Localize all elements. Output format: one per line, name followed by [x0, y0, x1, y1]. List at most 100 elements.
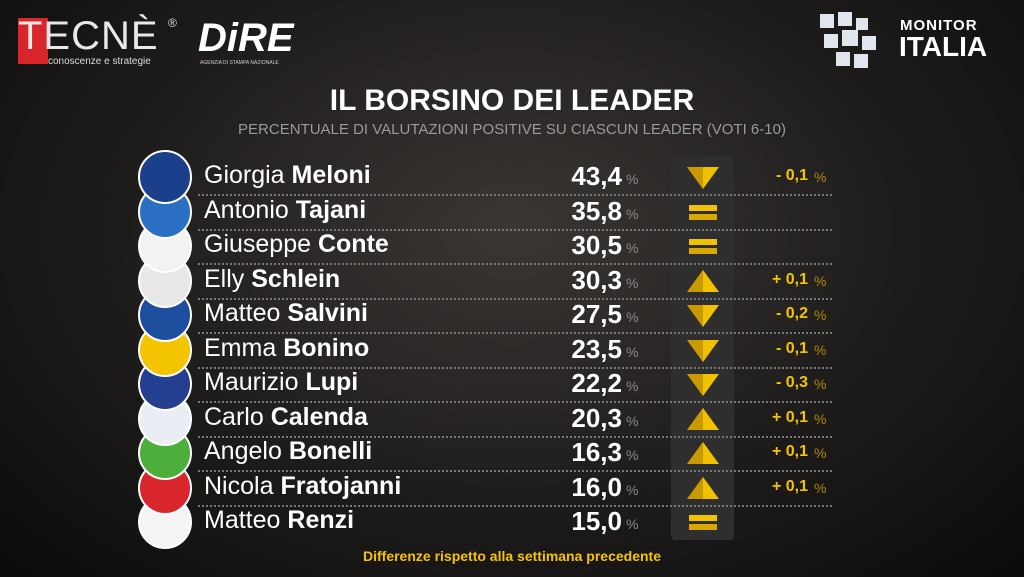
trend-down: [687, 167, 719, 189]
first-name: Matteo: [204, 506, 281, 534]
last-name: Tajani: [295, 195, 367, 224]
value-unit: %: [626, 274, 639, 291]
value: 35,8: [571, 195, 622, 226]
row-separator: [198, 366, 832, 369]
trend-up: [687, 442, 719, 464]
leader-name: Carlo Calenda: [204, 403, 368, 432]
change: + 0,1: [771, 477, 808, 495]
row-separator: [198, 297, 832, 300]
last-name: Renzi: [287, 506, 355, 534]
last-name: Schlein: [251, 264, 341, 293]
trend-down: [687, 374, 719, 396]
value: 22,2: [571, 368, 622, 398]
change: - 0,3: [775, 374, 808, 391]
value-unit: %: [626, 447, 639, 463]
change: + 0,1: [771, 443, 808, 460]
last-name: Conte: [317, 230, 389, 258]
value: 27,5: [571, 299, 622, 329]
party-logo: [138, 150, 192, 204]
row-separator: [198, 194, 832, 197]
trend-down: [687, 305, 719, 327]
brand: TECNÈ: [18, 14, 159, 58]
leader-name: Elly Schlein: [204, 265, 340, 294]
change-unit: %: [814, 445, 827, 461]
row-separator: [198, 435, 832, 438]
value-unit: %: [626, 343, 639, 360]
row-separator: [198, 504, 832, 507]
change-unit: %: [814, 272, 827, 289]
first-name: Emma: [204, 333, 277, 362]
trend-same: [689, 515, 717, 530]
leader-name: Giorgia Meloni: [204, 161, 371, 190]
first-name: Maurizio: [204, 368, 299, 396]
value: 15,0: [571, 506, 622, 536]
last-name: Bonino: [283, 333, 370, 362]
value-unit: %: [626, 240, 639, 256]
first-name: Carlo: [204, 402, 264, 431]
change: + 0,1: [771, 270, 808, 288]
leader-name: Nicola Fratojanni: [204, 472, 401, 501]
first-name: Nicola: [204, 471, 274, 500]
row-separator: [198, 228, 832, 231]
value: 16,0: [571, 471, 622, 502]
trend-up: [687, 269, 719, 292]
brand: ITALIA: [899, 31, 988, 62]
value: 43,4: [571, 161, 622, 191]
change-unit: %: [814, 169, 827, 185]
leader-name: Matteo Salvini: [204, 299, 368, 328]
title: IL BORSINO DEI LEADER: [329, 84, 695, 117]
value-unit: %: [626, 205, 639, 222]
change-unit: %: [814, 307, 827, 323]
row-separator: [198, 332, 832, 335]
value-unit: %: [626, 378, 639, 394]
trend-up: [687, 476, 719, 499]
first-name: Giorgia: [204, 161, 285, 189]
trend-down: [687, 339, 719, 362]
brand-tagline: conoscenze e strategie: [48, 56, 151, 67]
value: 16,3: [571, 437, 622, 467]
last-name: Bonelli: [288, 437, 373, 465]
change: - 0,1: [775, 167, 808, 184]
last-name: Lupi: [305, 368, 359, 396]
value-unit: %: [626, 412, 639, 429]
change: - 0,2: [775, 305, 808, 322]
brand-tagline: AGENZIA DI STAMPA NAZIONALE: [200, 60, 279, 66]
value-unit: %: [626, 171, 639, 187]
row-separator: [198, 401, 832, 404]
leader-name: Giuseppe Conte: [204, 230, 389, 259]
value: 30,5: [571, 230, 622, 260]
cube-logo: [820, 12, 876, 68]
leader-name: Angelo Bonelli: [204, 437, 372, 466]
value-unit: %: [626, 309, 639, 325]
value-unit: %: [626, 481, 639, 498]
brand: DiRE: [198, 16, 294, 60]
first-name: Giuseppe: [204, 230, 312, 258]
change-unit: %: [814, 410, 827, 427]
trend-same: [689, 204, 717, 220]
first-name: Elly: [204, 264, 245, 293]
leader-name: Matteo Renzi: [204, 506, 354, 535]
row-separator: [198, 263, 832, 266]
value: 30,3: [571, 264, 622, 295]
change-unit: %: [814, 479, 827, 496]
row-separator: [198, 470, 832, 473]
logo-block: [18, 18, 48, 64]
trend-up: [687, 407, 719, 430]
change: - 0,1: [775, 339, 808, 357]
footnote: Differenze rispetto alla settimana prece…: [363, 548, 661, 564]
first-name: Matteo: [204, 299, 281, 327]
brand: MONITOR: [900, 17, 978, 34]
change-unit: %: [814, 341, 827, 358]
subtitle: PERCENTUALE DI VALUTAZIONI POSITIVE SU C…: [238, 121, 786, 138]
last-name: Calenda: [270, 402, 368, 431]
leader-name: Antonio Tajani: [204, 196, 366, 225]
value: 20,3: [571, 402, 622, 433]
last-name: Meloni: [291, 161, 371, 189]
first-name: Angelo: [204, 437, 282, 465]
value-unit: %: [626, 516, 639, 532]
change: + 0,1: [771, 408, 808, 426]
leader-name: Maurizio Lupi: [204, 368, 358, 397]
last-name: Fratojanni: [280, 471, 402, 500]
last-name: Salvini: [287, 299, 368, 327]
